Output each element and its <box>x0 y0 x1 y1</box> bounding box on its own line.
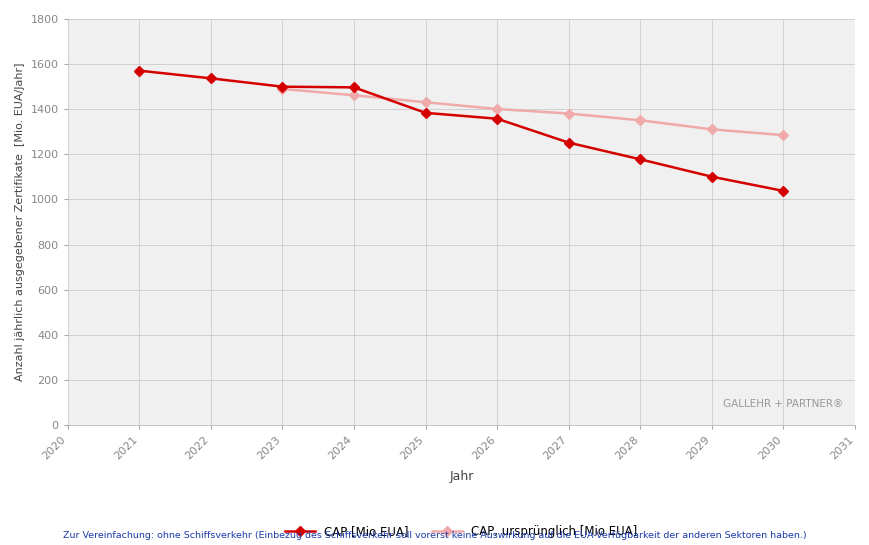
Text: GALLEHR + PARTNER®: GALLEHR + PARTNER® <box>722 399 842 409</box>
Text: Zur Vereinfachung: ohne Schiffsverkehr (Einbezug des Schiffsverkehr soll vorerst: Zur Vereinfachung: ohne Schiffsverkehr (… <box>63 530 806 540</box>
Line: CAP [Mio EUA]: CAP [Mio EUA] <box>136 67 786 195</box>
Line: CAP, ursprünglich [Mio EUA]: CAP, ursprünglich [Mio EUA] <box>279 86 786 138</box>
CAP, ursprünglich [Mio EUA] <box>563 110 574 117</box>
CAP [Mio EUA] <box>563 140 574 146</box>
CAP [Mio EUA] <box>491 116 501 122</box>
CAP [Mio EUA] <box>205 75 216 82</box>
CAP [Mio EUA] <box>777 187 787 194</box>
CAP, ursprünglich [Mio EUA] <box>706 126 716 132</box>
CAP [Mio EUA] <box>134 68 144 74</box>
CAP, ursprünglich [Mio EUA] <box>420 99 430 106</box>
CAP, ursprünglich [Mio EUA] <box>634 117 645 124</box>
CAP [Mio EUA] <box>348 84 359 90</box>
CAP, ursprünglich [Mio EUA] <box>777 132 787 138</box>
CAP [Mio EUA] <box>277 83 288 90</box>
Legend: CAP [Mio EUA], CAP, ursprünglich [Mio EUA]: CAP [Mio EUA], CAP, ursprünglich [Mio EU… <box>280 520 641 543</box>
CAP [Mio EUA] <box>420 110 430 116</box>
CAP, ursprünglich [Mio EUA] <box>348 92 359 99</box>
CAP [Mio EUA] <box>634 156 645 162</box>
Y-axis label: Anzahl jährlich ausgegebener Zertifikate  [Mio. EUA/Jahr]: Anzahl jährlich ausgegebener Zertifikate… <box>15 63 25 382</box>
X-axis label: Jahr: Jahr <box>448 470 473 482</box>
CAP, ursprünglich [Mio EUA] <box>277 86 288 92</box>
CAP, ursprünglich [Mio EUA] <box>491 106 501 112</box>
CAP [Mio EUA] <box>706 173 716 180</box>
